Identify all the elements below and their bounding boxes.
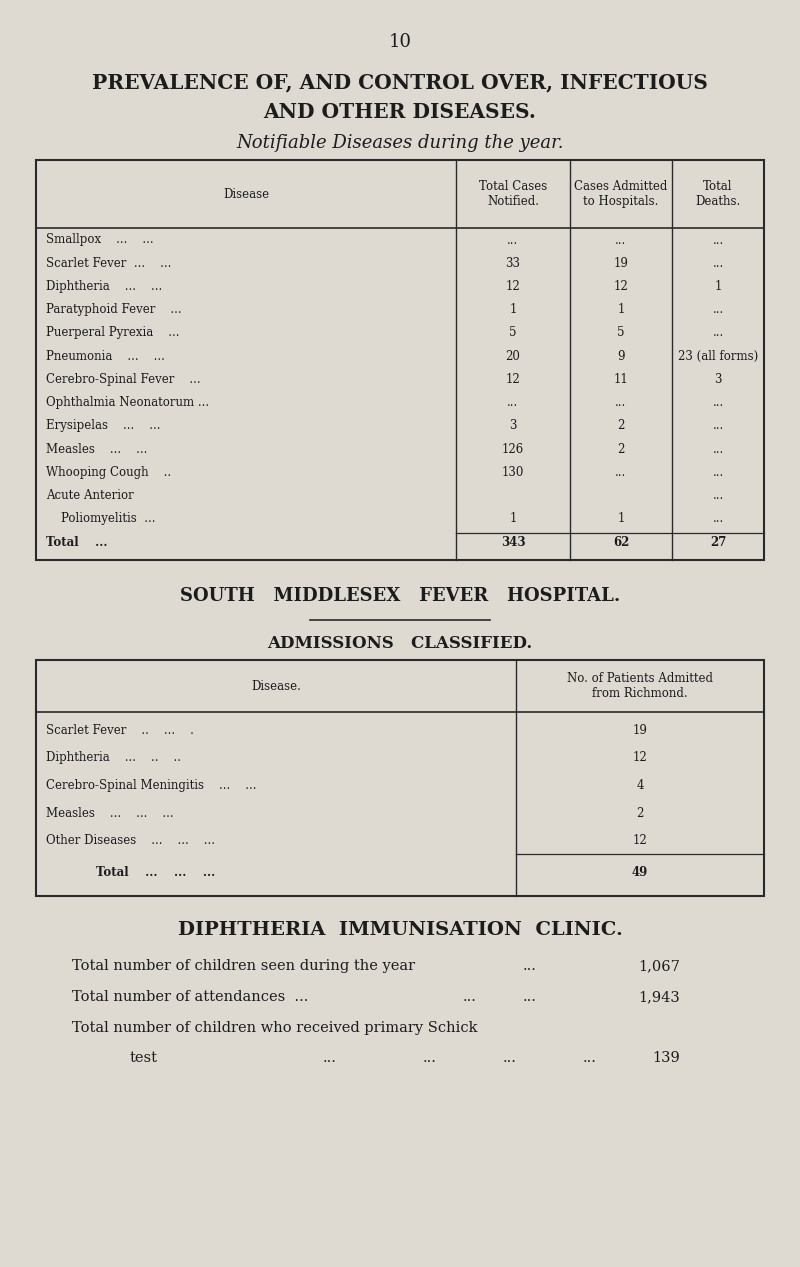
Text: 12: 12 [633,835,647,848]
Text: 33: 33 [506,257,521,270]
Text: ...: ... [712,419,724,432]
Text: ...: ... [712,442,724,456]
Text: ...: ... [712,489,724,502]
Text: DIPHTHERIA  IMMUNISATION  CLINIC.: DIPHTHERIA IMMUNISATION CLINIC. [178,921,622,939]
Text: 2: 2 [618,419,625,432]
Text: ...: ... [615,466,626,479]
Text: ...: ... [523,959,537,973]
Text: 5: 5 [510,327,517,340]
Text: 4: 4 [636,779,644,792]
Text: Total    ...    ...    ...: Total ... ... ... [96,865,215,878]
Text: 2: 2 [618,442,625,456]
Text: 12: 12 [614,280,628,293]
Text: 1,943: 1,943 [638,990,680,1003]
Text: 5: 5 [618,327,625,340]
Text: Scarlet Fever    ..    ...    .: Scarlet Fever .. ... . [46,723,194,736]
Text: AND OTHER DISEASES.: AND OTHER DISEASES. [263,103,537,122]
Text: Notifiable Diseases during the year.: Notifiable Diseases during the year. [236,134,564,152]
Text: ...: ... [712,327,724,340]
Text: 3: 3 [510,419,517,432]
Text: Whooping Cough    ..: Whooping Cough .. [46,466,171,479]
Text: Smallpox    ...    ...: Smallpox ... ... [46,233,154,247]
Text: 1: 1 [714,280,722,293]
Text: Other Diseases    ...    ...    ...: Other Diseases ... ... ... [46,835,215,848]
Text: 1: 1 [618,303,625,317]
Text: Puerperal Pyrexia    ...: Puerperal Pyrexia ... [46,327,179,340]
Text: Total number of children seen during the year: Total number of children seen during the… [72,959,415,973]
Text: ...: ... [463,990,477,1003]
Text: 1,067: 1,067 [638,959,680,973]
Bar [36,160,764,560]
Text: 2: 2 [636,807,644,820]
Text: ...: ... [712,512,724,526]
Text: Scarlet Fever  ...    ...: Scarlet Fever ... ... [46,257,171,270]
Text: Total Cases
Notified.: Total Cases Notified. [479,180,547,208]
Text: 27: 27 [710,536,726,549]
Text: ...: ... [712,397,724,409]
Text: Erysipelas    ...    ...: Erysipelas ... ... [46,419,161,432]
Text: Poliomyelitis  ...: Poliomyelitis ... [46,512,155,526]
Text: 20: 20 [506,350,521,362]
Text: No. of Patients Admitted
from Richmond.: No. of Patients Admitted from Richmond. [567,672,713,699]
Text: Total number of attendances  ...: Total number of attendances ... [72,990,308,1003]
Text: test: test [130,1052,158,1066]
Text: Total    ...: Total ... [46,536,107,549]
Text: 10: 10 [389,33,411,51]
Text: Diphtheria    ...    ..    ..: Diphtheria ... .. .. [46,751,181,764]
Text: 139: 139 [652,1052,680,1066]
Text: 126: 126 [502,442,524,456]
Text: 19: 19 [633,723,647,736]
Text: 12: 12 [506,280,520,293]
Text: Measles    ...    ...: Measles ... ... [46,442,147,456]
Text: ...: ... [523,990,537,1003]
Text: Total
Deaths.: Total Deaths. [695,180,741,208]
Text: 130: 130 [502,466,524,479]
Bar [36,660,764,896]
Text: 12: 12 [506,372,520,386]
Text: 62: 62 [613,536,629,549]
Text: Measles    ...    ...    ...: Measles ... ... ... [46,807,174,820]
Text: ...: ... [615,233,626,247]
Text: ...: ... [712,466,724,479]
Text: Total number of children who received primary Schick: Total number of children who received pr… [72,1021,478,1035]
Text: Paratyphoid Fever    ...: Paratyphoid Fever ... [46,303,182,317]
Text: 19: 19 [614,257,629,270]
Text: 3: 3 [714,372,722,386]
Text: 343: 343 [501,536,526,549]
Text: Cerebro-Spinal Fever    ...: Cerebro-Spinal Fever ... [46,372,201,386]
Text: ...: ... [507,397,518,409]
Text: 9: 9 [618,350,625,362]
Text: Disease.: Disease. [251,679,301,693]
Text: ADMISSIONS   CLASSIFIED.: ADMISSIONS CLASSIFIED. [267,636,533,653]
Text: ...: ... [712,303,724,317]
Text: Cerebro-Spinal Meningitis    ...    ...: Cerebro-Spinal Meningitis ... ... [46,779,257,792]
Text: ...: ... [507,233,518,247]
Text: Acute Anterior: Acute Anterior [46,489,134,502]
Text: Disease: Disease [223,188,269,200]
Text: Pneumonia    ...    ...: Pneumonia ... ... [46,350,165,362]
Text: ...: ... [423,1052,437,1066]
Text: ...: ... [503,1052,517,1066]
Text: 49: 49 [632,865,648,878]
Text: ...: ... [583,1052,597,1066]
Text: 1: 1 [510,512,517,526]
Text: 12: 12 [633,751,647,764]
Text: 23 (all forms): 23 (all forms) [678,350,758,362]
Text: Ophthalmia Neonatorum ...: Ophthalmia Neonatorum ... [46,397,209,409]
Text: ...: ... [323,1052,337,1066]
Text: PREVALENCE OF, AND CONTROL OVER, INFECTIOUS: PREVALENCE OF, AND CONTROL OVER, INFECTI… [92,72,708,92]
Text: ...: ... [712,257,724,270]
Text: 1: 1 [510,303,517,317]
Text: 11: 11 [614,372,628,386]
Text: SOUTH   MIDDLESEX   FEVER   HOSPITAL.: SOUTH MIDDLESEX FEVER HOSPITAL. [180,587,620,606]
Text: ...: ... [712,233,724,247]
Text: Cases Admitted
to Hospitals.: Cases Admitted to Hospitals. [574,180,668,208]
Text: Diphtheria    ...    ...: Diphtheria ... ... [46,280,162,293]
Text: ...: ... [615,397,626,409]
Text: 1: 1 [618,512,625,526]
